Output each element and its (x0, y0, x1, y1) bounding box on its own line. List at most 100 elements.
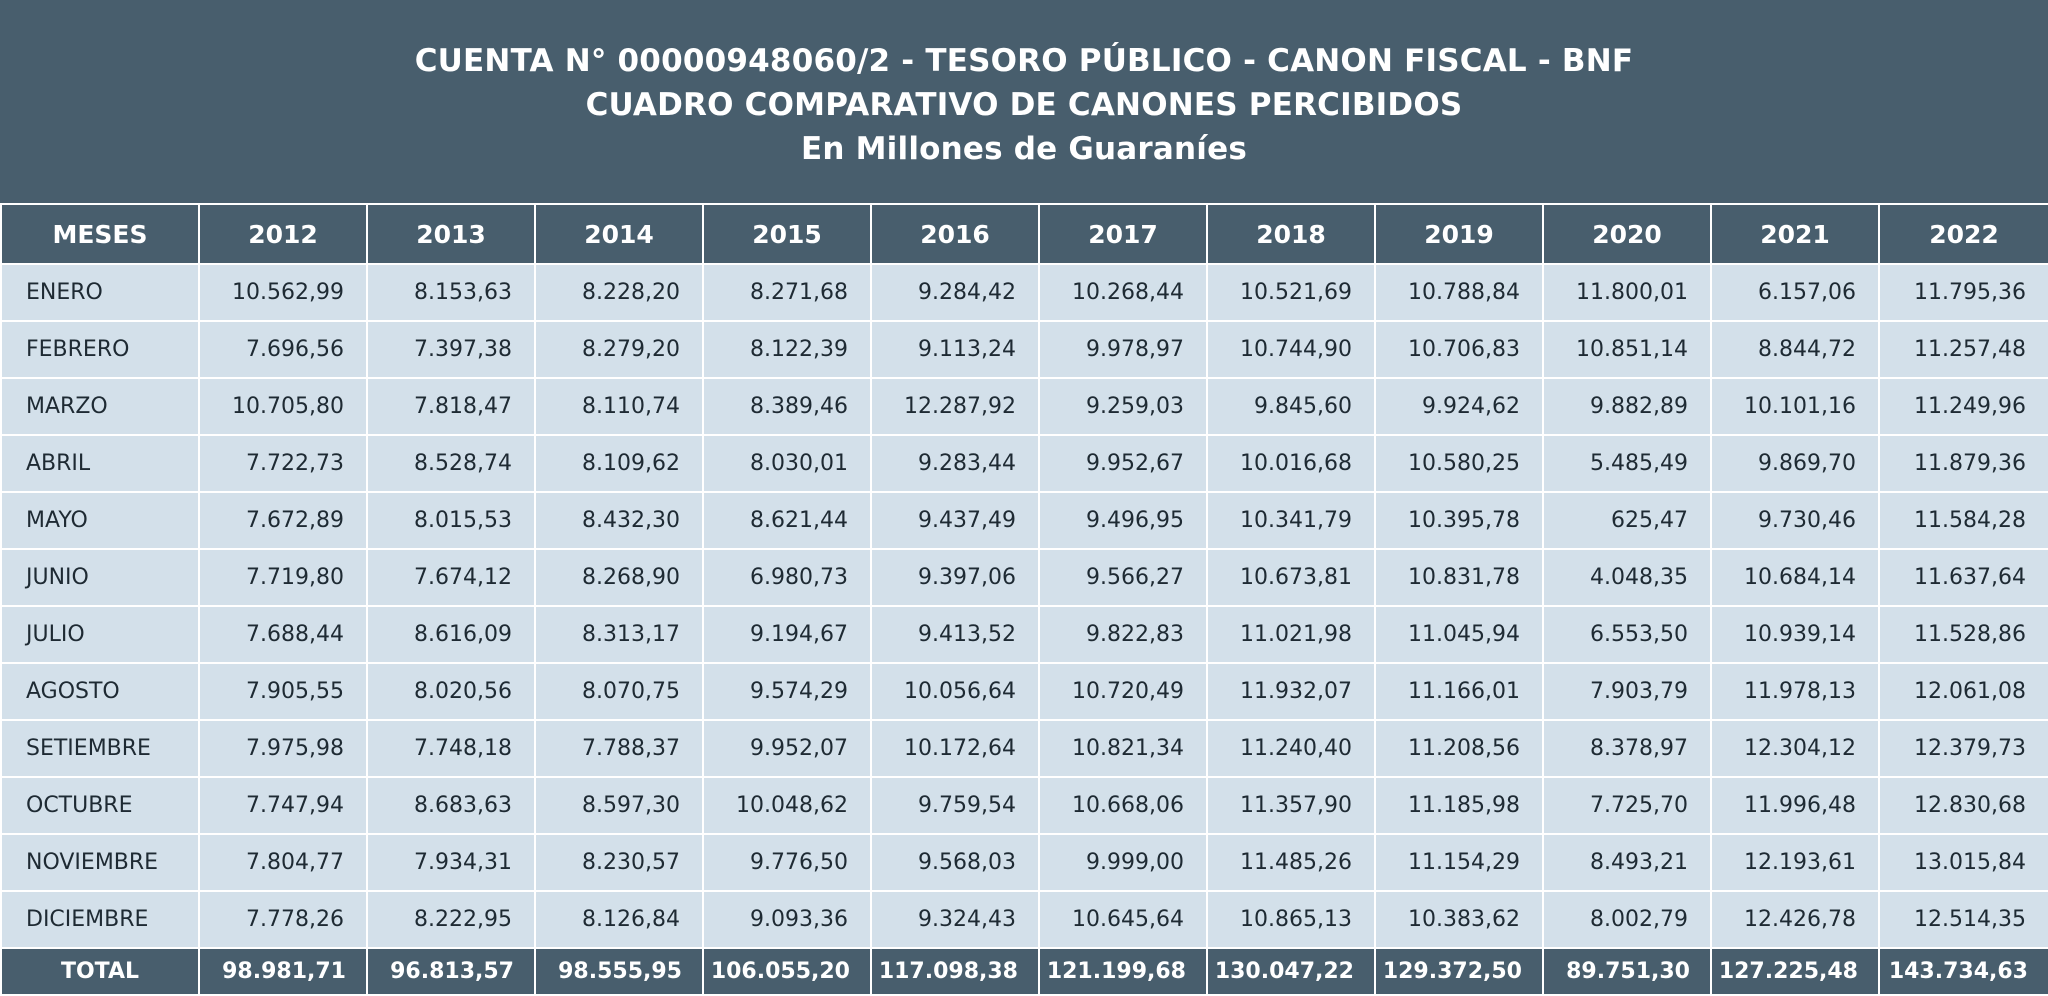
value-cell: 8.109,62 (534, 434, 704, 493)
value-cell: 11.021,98 (1206, 605, 1376, 664)
value-cell: 7.975,98 (198, 719, 368, 778)
table-row: JUNIO 7.719,80 7.674,12 8.268,90 6.980,73 9.3… (0, 548, 2048, 607)
header-meses: MESES (0, 203, 200, 265)
month-cell: NOVIEMBRE (0, 833, 200, 892)
value-cell: 8.110,74 (534, 377, 704, 436)
value-cell: 8.030,01 (702, 434, 872, 493)
value-cell: 8.228,20 (534, 263, 704, 322)
value-cell: 7.725,70 (1542, 776, 1712, 835)
value-cell: 10.341,79 (1206, 491, 1376, 550)
total-row: TOTAL 98.981,71 96.813,57 98.555,95 106.055,… (0, 947, 2048, 996)
value-cell: 9.845,60 (1206, 377, 1376, 436)
value-cell: 9.776,50 (702, 833, 872, 892)
value-cell: 7.788,37 (534, 719, 704, 778)
total-cell: 106.055,20 (702, 947, 872, 996)
value-cell: 4.048,35 (1542, 548, 1712, 607)
value-cell: 7.934,31 (366, 833, 536, 892)
value-cell: 7.719,80 (198, 548, 368, 607)
value-cell: 11.795,36 (1878, 263, 2048, 322)
value-cell: 10.172,64 (870, 719, 1040, 778)
value-cell: 9.978,97 (1038, 320, 1208, 379)
header-year: 2015 (702, 203, 872, 265)
value-cell: 9.113,24 (870, 320, 1040, 379)
value-cell: 10.865,13 (1206, 890, 1376, 949)
value-cell: 10.821,34 (1038, 719, 1208, 778)
total-cell: 130.047,22 (1206, 947, 1376, 996)
value-cell: 7.722,73 (198, 434, 368, 493)
value-cell: 7.778,26 (198, 890, 368, 949)
month-cell: MAYO (0, 491, 200, 550)
value-cell: 11.879,36 (1878, 434, 2048, 493)
value-cell: 8.616,09 (366, 605, 536, 664)
value-cell: 9.284,42 (870, 263, 1040, 322)
header-year: 2022 (1878, 203, 2048, 265)
value-cell: 8.389,46 (702, 377, 872, 436)
value-cell: 10.580,25 (1374, 434, 1544, 493)
value-cell: 5.485,49 (1542, 434, 1712, 493)
header-year: 2016 (870, 203, 1040, 265)
value-cell: 9.413,52 (870, 605, 1040, 664)
value-cell: 9.093,36 (702, 890, 872, 949)
header-row: MESES 2012 2013 2014 2015 2016 2017 2018 2019 202… (0, 203, 2048, 265)
total-cell: 89.751,30 (1542, 947, 1712, 996)
value-cell: 10.521,69 (1206, 263, 1376, 322)
value-cell: 11.166,01 (1374, 662, 1544, 721)
value-cell: 8.683,63 (366, 776, 536, 835)
title-block: CUENTA N° 00000948060/2 - TESORO PÚBLICO… (0, 0, 2048, 203)
value-cell: 10.706,83 (1374, 320, 1544, 379)
value-cell: 11.637,64 (1878, 548, 2048, 607)
value-cell: 9.574,29 (702, 662, 872, 721)
value-cell: 8.313,17 (534, 605, 704, 664)
value-cell: 10.939,14 (1710, 605, 1880, 664)
value-cell: 9.869,70 (1710, 434, 1880, 493)
total-cell: 117.098,38 (870, 947, 1040, 996)
value-cell: 9.324,43 (870, 890, 1040, 949)
value-cell: 8.230,57 (534, 833, 704, 892)
account-title: CUENTA N° 00000948060/2 - TESORO PÚBLICO… (414, 42, 1634, 79)
value-cell: 8.222,95 (366, 890, 536, 949)
value-cell: 9.822,83 (1038, 605, 1208, 664)
month-cell: JUNIO (0, 548, 200, 607)
value-cell: 7.748,18 (366, 719, 536, 778)
value-cell: 11.584,28 (1878, 491, 2048, 550)
value-cell: 9.952,67 (1038, 434, 1208, 493)
value-cell: 8.432,30 (534, 491, 704, 550)
value-cell: 8.528,74 (366, 434, 536, 493)
value-cell: 10.268,44 (1038, 263, 1208, 322)
value-cell: 10.056,64 (870, 662, 1040, 721)
table-row: MARZO 10.705,80 7.818,47 8.110,74 8.389,46 12… (0, 377, 2048, 436)
value-cell: 9.999,00 (1038, 833, 1208, 892)
table-body: ENERO 10.562,99 8.153,63 8.228,20 8.271,68 9.… (0, 263, 2048, 949)
header-year: 2019 (1374, 203, 1544, 265)
table-row: AGOSTO 7.905,55 8.020,56 8.070,75 9.574,29 10… (0, 662, 2048, 721)
units-note: En Millones de Guaraníes (800, 130, 1248, 167)
value-cell: 11.257,48 (1878, 320, 2048, 379)
total-cell: 129.372,50 (1374, 947, 1544, 996)
value-cell: 11.045,94 (1374, 605, 1544, 664)
value-cell: 7.688,44 (198, 605, 368, 664)
value-cell: 10.668,06 (1038, 776, 1208, 835)
table-row: OCTUBRE 7.747,94 8.683,63 8.597,30 10.048,62… (0, 776, 2048, 835)
month-cell: ENERO (0, 263, 200, 322)
header-year: 2021 (1710, 203, 1880, 265)
value-cell: 8.597,30 (534, 776, 704, 835)
value-cell: 10.673,81 (1206, 548, 1376, 607)
value-cell: 11.249,96 (1878, 377, 2048, 436)
value-cell: 10.101,16 (1710, 377, 1880, 436)
total-cell: 121.199,68 (1038, 947, 1208, 996)
value-cell: 12.830,68 (1878, 776, 2048, 835)
value-cell: 10.562,99 (198, 263, 368, 322)
value-cell: 8.279,20 (534, 320, 704, 379)
value-cell: 12.193,61 (1710, 833, 1880, 892)
value-cell: 10.645,64 (1038, 890, 1208, 949)
table-row: ENERO 10.562,99 8.153,63 8.228,20 8.271,68 9.… (0, 263, 2048, 322)
value-cell: 13.015,84 (1878, 833, 2048, 892)
value-cell: 8.621,44 (702, 491, 872, 550)
value-cell: 10.705,80 (198, 377, 368, 436)
value-cell: 7.804,77 (198, 833, 368, 892)
total-cell: 127.225,48 (1710, 947, 1880, 996)
value-cell: 11.996,48 (1710, 776, 1880, 835)
table-row: FEBRERO 7.696,56 7.397,38 8.279,20 8.122,39 9… (0, 320, 2048, 379)
header-year: 2020 (1542, 203, 1712, 265)
